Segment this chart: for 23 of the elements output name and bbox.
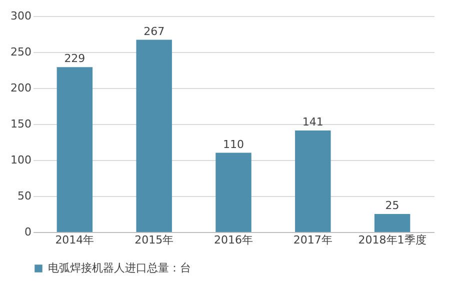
y-tick-label: 0: [24, 226, 32, 238]
x-tick-label: 2018年1季度: [358, 234, 426, 246]
x-tick-label: 2016年: [214, 234, 253, 246]
y-tick-label: 50: [18, 190, 32, 202]
bar: [295, 130, 331, 232]
y-tick-label: 200: [10, 82, 32, 94]
bar: [136, 40, 172, 232]
legend-label: 电弧焊接机器人进口总量：台: [48, 262, 191, 274]
y-tick-label: 100: [10, 154, 32, 166]
bar: [56, 67, 93, 232]
data-label: 267: [144, 24, 165, 38]
data-label: 110: [223, 138, 244, 151]
x-tick-label: 2017年: [293, 234, 332, 246]
bar: [374, 214, 410, 232]
bar: [216, 152, 252, 232]
x-tick-label: 2014年: [55, 234, 94, 246]
y-tick-label: 250: [10, 46, 32, 58]
x-tick-label: 2015年: [134, 234, 174, 246]
y-tick-label: 300: [10, 10, 32, 22]
data-label: 229: [64, 52, 86, 66]
data-label: 141: [302, 115, 324, 128]
y-tick-label: 150: [10, 118, 32, 130]
data-label: 25: [385, 199, 400, 212]
